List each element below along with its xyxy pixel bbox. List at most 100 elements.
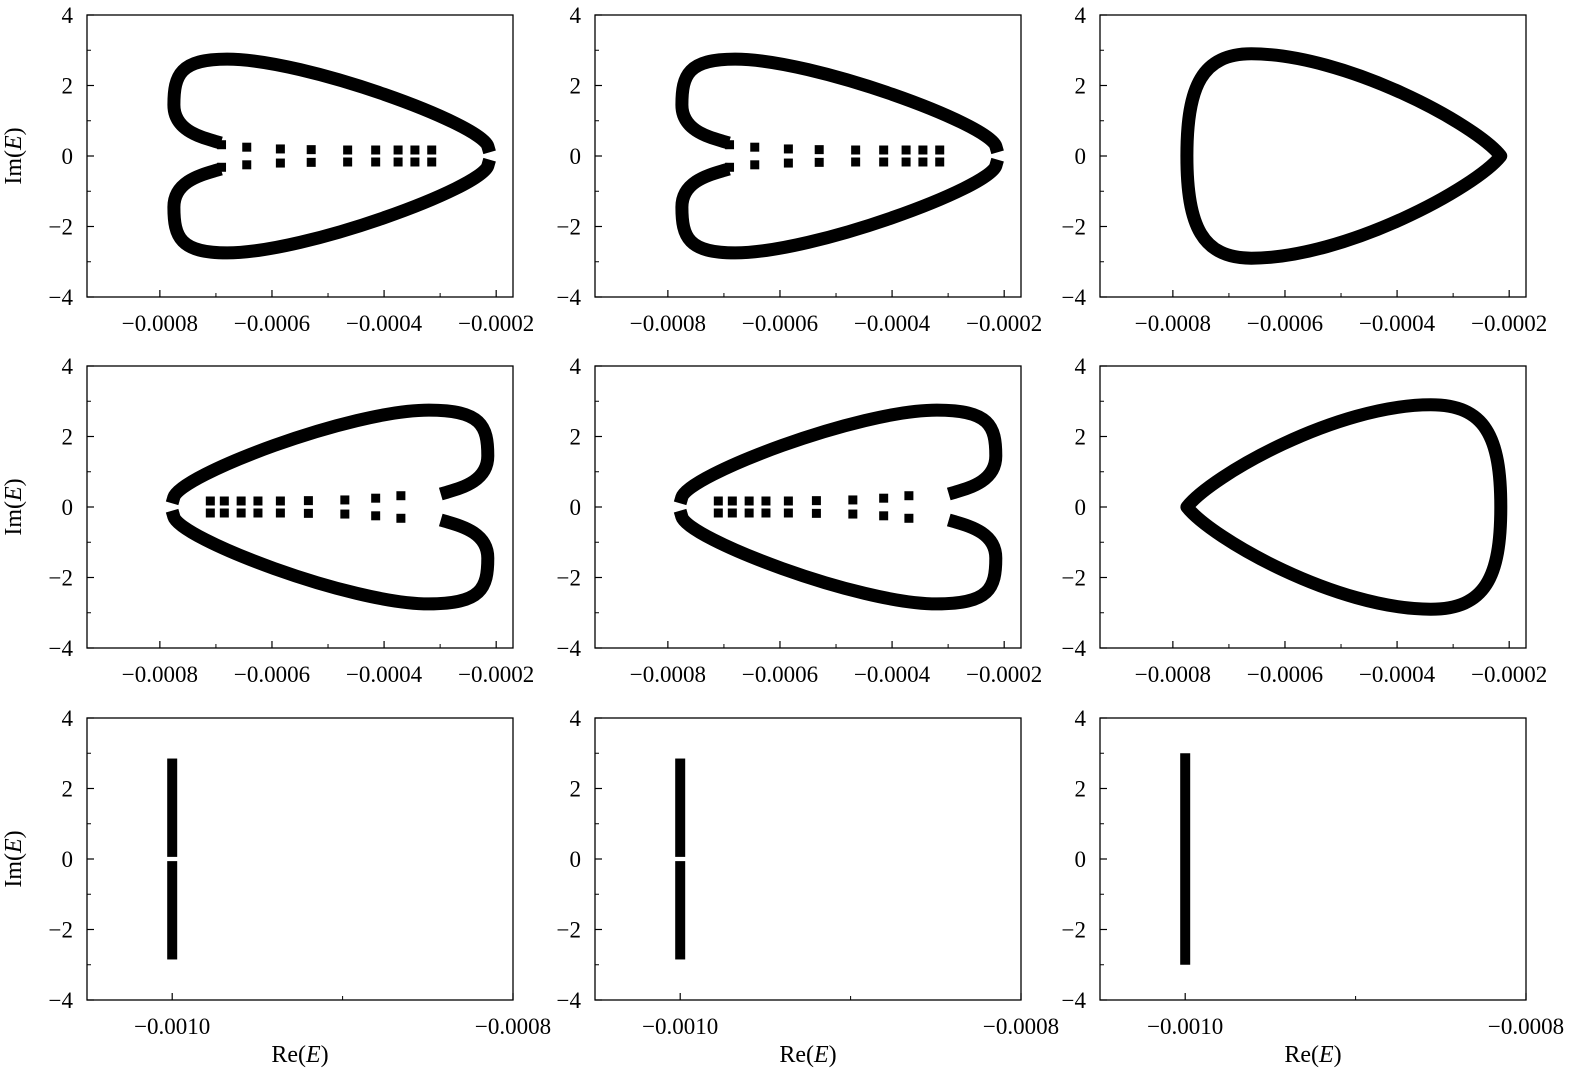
x-axis-label-prefix: Re( [1284, 1042, 1319, 1068]
spectrum-point [725, 140, 735, 150]
spectrum-point [879, 511, 889, 521]
x-tick-label: −0.0008 [630, 311, 706, 336]
spectrum-line [1180, 753, 1191, 965]
x-tick-label: −0.0006 [742, 662, 818, 687]
y-tick-label: 0 [1075, 144, 1087, 169]
spectrum-point [750, 142, 760, 152]
spectrum-line-upper [167, 758, 178, 857]
spectrum-point [814, 145, 824, 155]
spectrum-point [275, 496, 285, 506]
y-tick-label: −4 [1062, 285, 1087, 310]
spectrum-point [935, 157, 945, 167]
y-tick-label: 2 [62, 74, 74, 99]
spectrum-point [275, 508, 285, 518]
spectrum-point [306, 157, 316, 167]
y-tick-label: 0 [62, 847, 74, 872]
x-tick-label: −0.0010 [134, 1014, 210, 1039]
x-axis-label-var: E [813, 1042, 829, 1068]
x-tick-label: −0.0006 [1247, 311, 1323, 336]
spectrum-point [901, 145, 911, 155]
spectrum-point [242, 142, 252, 152]
spectrum-point [713, 496, 723, 506]
y-tick-label: 2 [570, 425, 582, 450]
data-series [675, 52, 1004, 260]
panel-3-3: −4 −2 0 2 4 −0.0010 −0.0008 Re(E) [1062, 706, 1565, 1068]
spectrum-point [396, 491, 406, 501]
y-tick-label: −4 [1062, 636, 1087, 661]
x-tick-label: −0.0004 [346, 311, 423, 336]
spectrum-point [761, 496, 771, 506]
spectrum-point [242, 160, 252, 170]
y-tick-label: 4 [62, 706, 74, 731]
spectrum-curve [673, 403, 1003, 611]
x-axis-label: Re(E) [779, 1042, 836, 1068]
x-tick-label: −0.0002 [966, 311, 1042, 336]
spectrum-point [371, 145, 381, 155]
spectrum-point [427, 145, 437, 155]
y-axis-label-var: E [1, 486, 27, 502]
spectrum-line-lower [167, 861, 178, 960]
x-axis-label: Re(E) [1284, 1042, 1341, 1068]
y-tick-label: 0 [1075, 847, 1087, 872]
x-tick-label: −0.0008 [122, 311, 198, 336]
data-series [1180, 47, 1508, 265]
x-axis-label-prefix: Re( [779, 1042, 814, 1068]
data-series [167, 758, 178, 960]
data-series [167, 52, 496, 260]
x-tick-label: −0.0008 [1488, 1014, 1564, 1039]
spectrum-point [783, 158, 793, 168]
plot-frame [1099, 717, 1527, 1001]
plot-frame [594, 14, 1022, 298]
y-tick-label: −4 [557, 636, 582, 661]
y-axis-label-var: E [1, 838, 27, 854]
spectrum-point [851, 157, 861, 167]
y-tick-label: 2 [570, 74, 582, 99]
spectrum-point [217, 140, 227, 150]
panel-2-1: −4 −2 0 2 4 −0.0008 −0.0006 −0.0004 −0.0002 Im(E) [1, 354, 534, 687]
y-tick-label: −4 [557, 285, 582, 310]
x-tick-label: −0.0004 [854, 662, 931, 687]
spectrum-point [410, 145, 420, 155]
x-tick-label: −0.0010 [642, 1014, 718, 1039]
x-axis-label-suffix: ) [321, 1042, 329, 1068]
panel-1-3: −4 −2 0 2 4 −0.0008 −0.0006 −0.0004 −0.0002 [1062, 3, 1548, 336]
y-axis-label-suffix: ) [1, 127, 27, 135]
x-tick-label: −0.0004 [854, 311, 931, 336]
x-tick-label: −0.0002 [458, 311, 534, 336]
spectrum-point [371, 157, 381, 167]
spectrum-point [205, 496, 215, 506]
y-tick-label: −2 [1062, 566, 1086, 591]
y-tick-label: 2 [62, 777, 74, 802]
data-series [165, 403, 495, 611]
y-tick-label: 0 [570, 495, 582, 520]
spectrum-point [918, 145, 928, 155]
x-tick-label: −0.0004 [346, 662, 423, 687]
y-tick-label: 0 [62, 495, 74, 520]
y-tick-label: 4 [1075, 3, 1087, 28]
spectrum-point [396, 513, 406, 523]
spectrum-point [275, 144, 285, 154]
spectrum-point [725, 162, 735, 172]
y-tick-label: −4 [49, 636, 74, 661]
x-tick-label: −0.0002 [1471, 311, 1547, 336]
spectrum-point [879, 145, 889, 155]
plot-frame [86, 717, 514, 1001]
spectrum-point [343, 145, 353, 155]
y-tick-label: −2 [1062, 918, 1086, 943]
y-tick-label: −2 [1062, 215, 1086, 240]
y-tick-label: −2 [557, 566, 581, 591]
y-tick-label: 4 [62, 3, 74, 28]
y-axis-label-prefix: Im( [1, 501, 27, 536]
spectrum-point [851, 145, 861, 155]
y-tick-label: −2 [557, 918, 581, 943]
spectrum-point [744, 496, 754, 506]
y-tick-label: 2 [62, 425, 74, 450]
x-tick-label: −0.0006 [234, 311, 310, 336]
x-axis-label-suffix: ) [1334, 1042, 1342, 1068]
spectrum-point [340, 509, 350, 519]
spectrum-curve [675, 52, 1004, 260]
panel-2-2: −4 −2 0 2 4 −0.0008 −0.0006 −0.0004 −0.0002 [557, 354, 1043, 687]
spectrum-point [371, 493, 381, 503]
spectrum-point [783, 508, 793, 518]
